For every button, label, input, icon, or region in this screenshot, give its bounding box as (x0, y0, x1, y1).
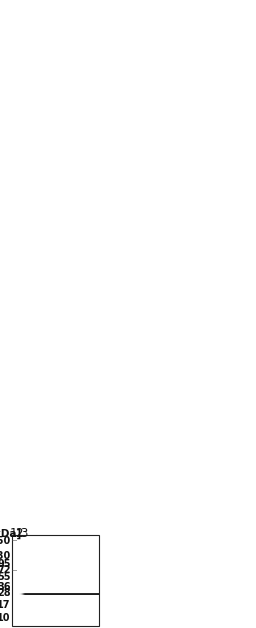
Bar (18, 593, 24, 595)
Text: 55: 55 (0, 572, 11, 582)
Bar (12, 534, 99, 626)
Bar (18, 593, 25, 595)
Text: 17: 17 (0, 600, 11, 610)
Text: [kDa]: [kDa] (0, 528, 22, 539)
Text: 95: 95 (0, 559, 11, 569)
Text: 250: 250 (0, 536, 11, 546)
Text: 10: 10 (0, 613, 11, 623)
Bar (18, 593, 20, 595)
Bar (18, 593, 22, 595)
Bar (18, 593, 22, 595)
Text: 28: 28 (0, 588, 11, 598)
Text: 2: 2 (15, 527, 22, 540)
Bar (18, 593, 20, 595)
Text: 72: 72 (0, 565, 11, 575)
Text: 130: 130 (0, 551, 11, 561)
Text: 1: 1 (10, 527, 17, 540)
Bar (18, 593, 21, 595)
Text: 3: 3 (20, 527, 27, 540)
Bar (18, 593, 19, 595)
Bar (18, 593, 23, 595)
Bar (18, 593, 23, 595)
Bar (18, 593, 24, 595)
Bar (18, 593, 25, 595)
Text: 36: 36 (0, 582, 11, 592)
